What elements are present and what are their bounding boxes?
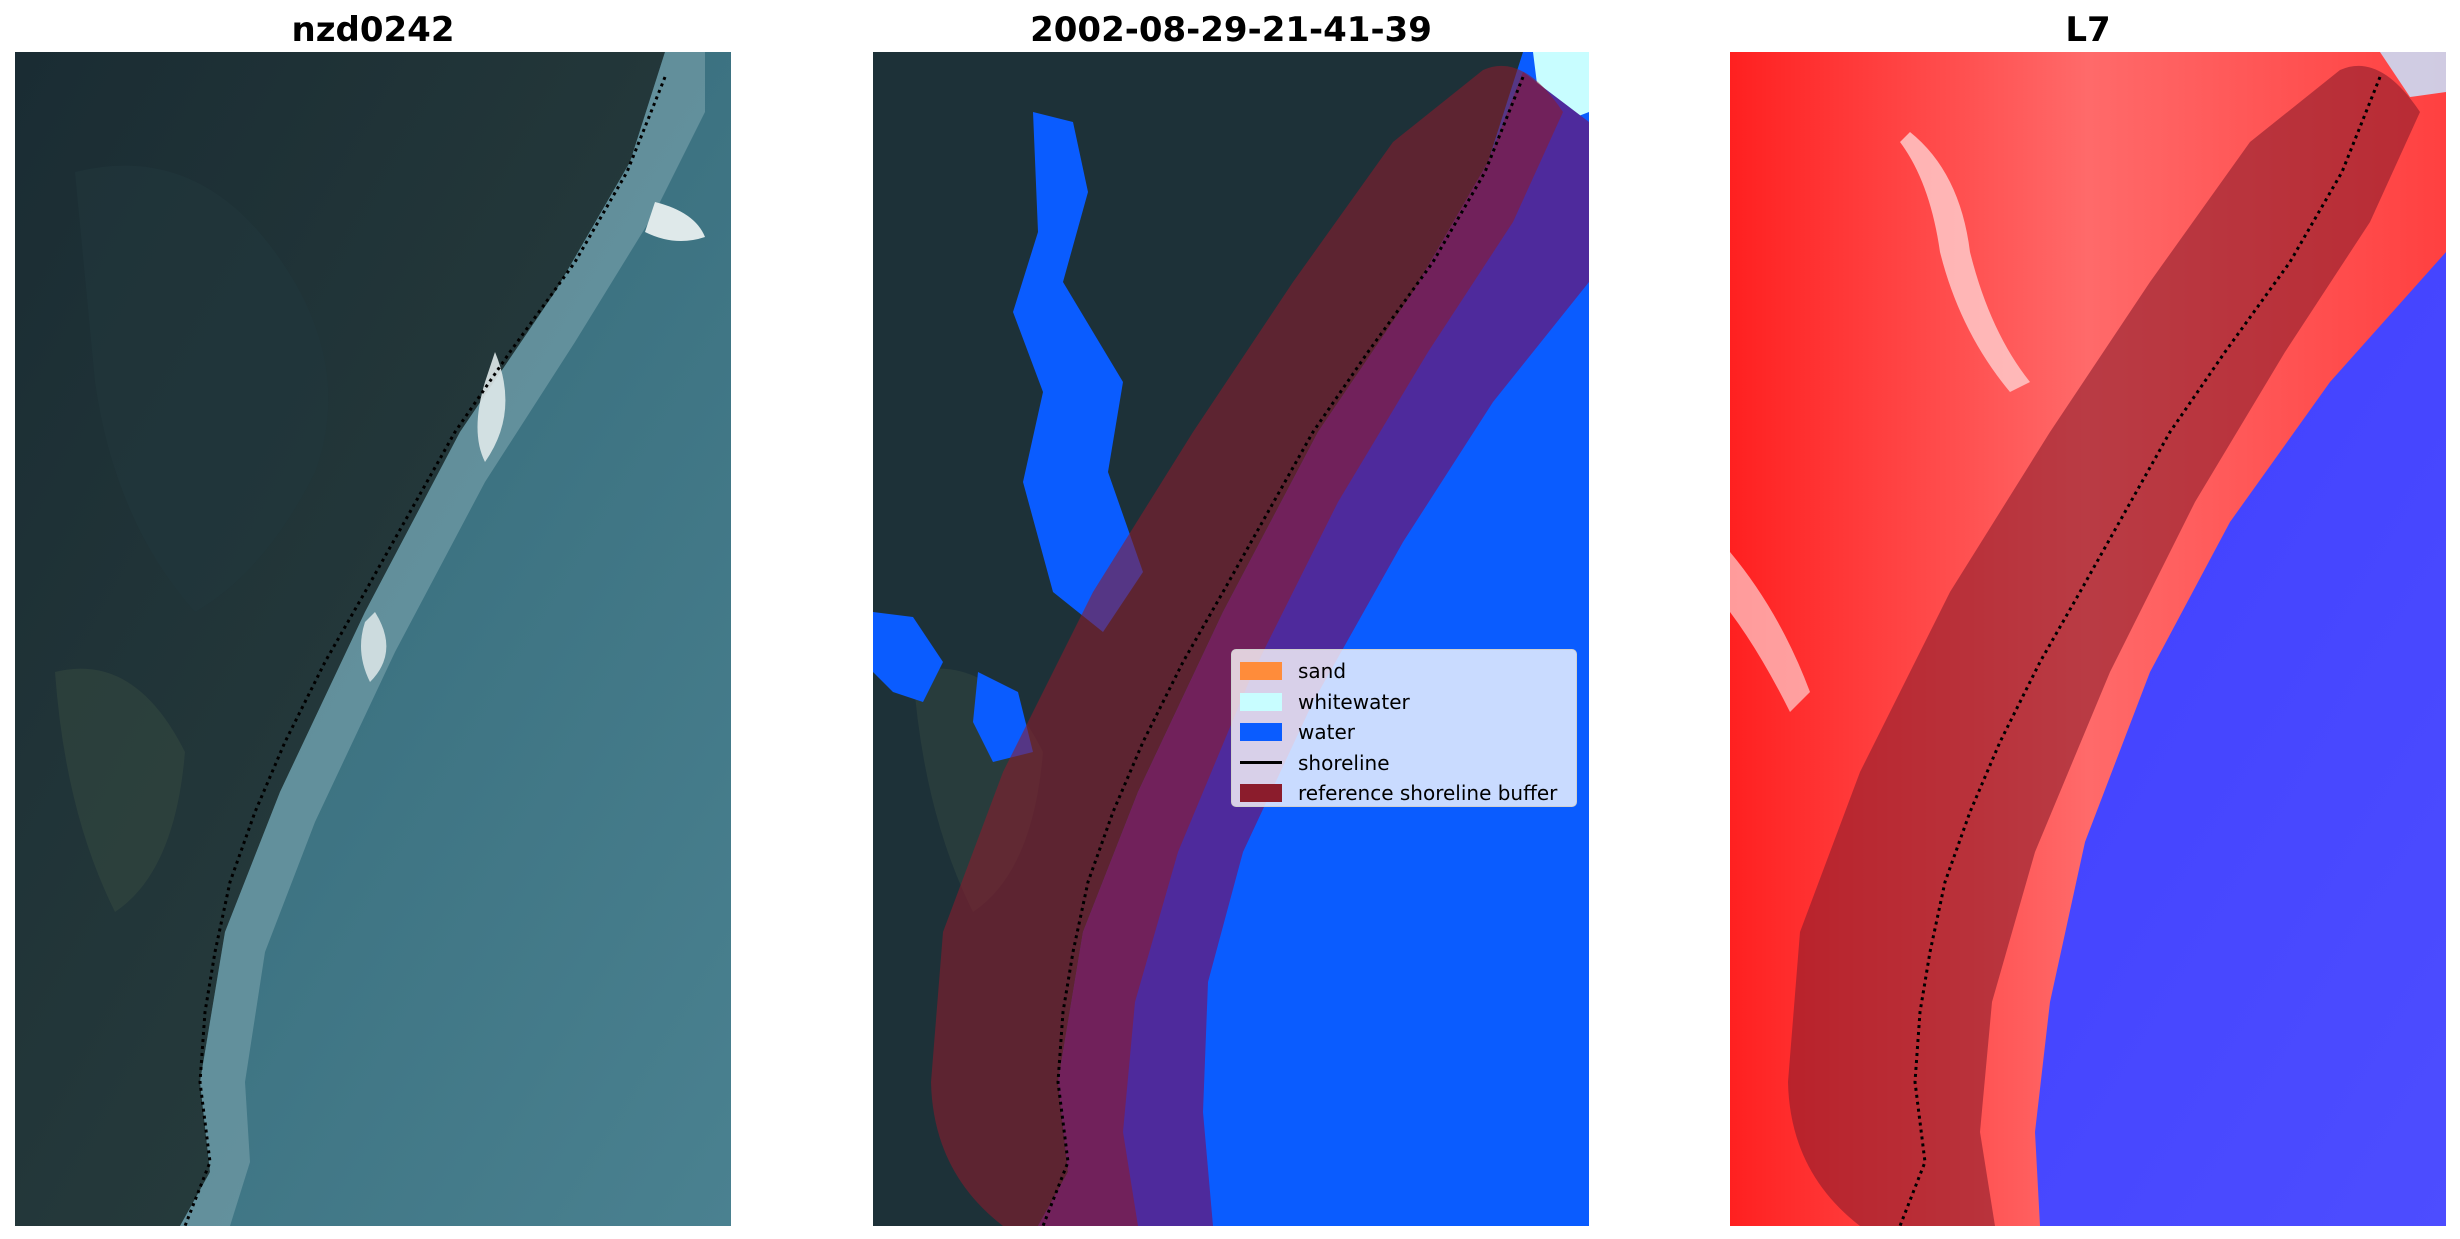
inland-water-patch [1013,112,1143,632]
rgb-image-panel [15,52,731,1226]
reference-shoreline-buffer [931,65,1563,1226]
panel-title-classified: 2002-08-29-21-41-39 [1030,10,1432,50]
shoreline [183,76,667,1226]
legend-label: water [1298,720,1355,745]
buffer-swatch [1240,784,1282,803]
classified-image-panel [873,52,1589,1226]
wave-break [645,202,705,241]
legend-label: shoreline [1298,750,1390,775]
panel-title-index: L7 [2065,10,2111,50]
legend-item-water: water [1240,717,1568,748]
bright-land-streak [1730,552,1810,712]
legend-item-buffer: reference shoreline buffer [1240,778,1568,809]
index-image-panel [1730,52,2446,1226]
whitewater-corner [2380,52,2446,97]
inland-water-patch [973,672,1033,762]
legend-label: sand [1298,659,1347,684]
legend-item-whitewater: whitewater [1240,687,1568,718]
wave-break [477,352,506,462]
reference-shoreline-buffer [1788,65,2420,1226]
wave-break [361,612,387,682]
land-texture [75,165,329,613]
surf-zone [180,52,705,1226]
land-texture [55,668,185,912]
legend: sand whitewater water shoreline referenc… [1231,649,1577,807]
legend-item-shoreline: shoreline [1240,748,1568,779]
legend-label: whitewater [1298,689,1410,714]
shoreline [1898,76,2382,1226]
whitewater-class-area [1533,52,1589,122]
whitewater-swatch [1240,692,1282,711]
legend-label: reference shoreline buffer [1298,781,1558,806]
shoreline-line-swatch [1240,761,1282,765]
water-swatch [1240,723,1282,742]
bright-land-streak [1900,132,2030,392]
inland-water-patch [873,612,943,702]
panel-title-rgb: nzd0242 [291,10,455,50]
sand-swatch [1240,662,1282,681]
shoreline [1041,76,1525,1226]
legend-item-sand: sand [1240,656,1568,687]
